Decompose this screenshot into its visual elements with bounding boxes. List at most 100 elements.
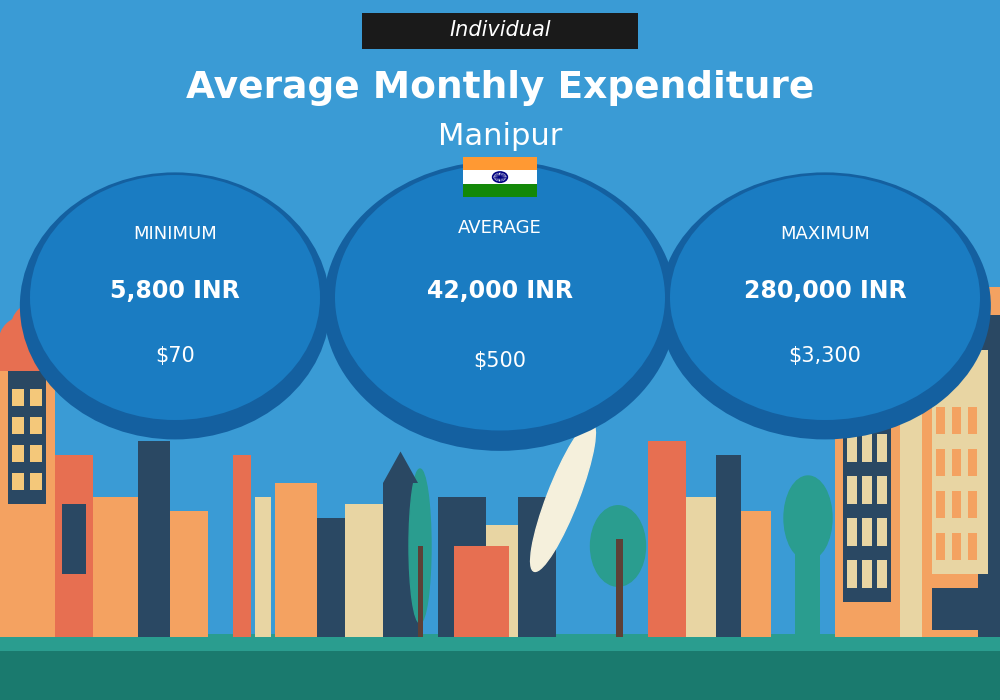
Ellipse shape bbox=[11, 302, 66, 354]
Ellipse shape bbox=[673, 321, 728, 371]
Bar bbox=[30, 473, 42, 490]
Bar bbox=[716, 455, 741, 637]
Bar bbox=[862, 476, 872, 504]
Bar bbox=[847, 476, 857, 504]
Bar bbox=[862, 518, 872, 546]
Ellipse shape bbox=[678, 304, 733, 355]
Ellipse shape bbox=[20, 172, 330, 440]
Bar bbox=[12, 473, 24, 490]
Bar bbox=[0, 371, 55, 637]
Ellipse shape bbox=[723, 298, 811, 368]
Ellipse shape bbox=[97, 316, 152, 368]
Text: 42,000 INR: 42,000 INR bbox=[427, 279, 573, 303]
Text: Manipur: Manipur bbox=[438, 122, 562, 151]
Ellipse shape bbox=[335, 164, 665, 430]
Bar bbox=[936, 449, 945, 476]
Bar bbox=[952, 533, 961, 560]
Ellipse shape bbox=[747, 282, 802, 332]
Bar bbox=[968, 449, 977, 476]
Bar bbox=[968, 533, 977, 560]
Bar bbox=[55, 455, 93, 637]
Bar bbox=[12, 389, 24, 406]
Ellipse shape bbox=[726, 260, 860, 355]
Bar bbox=[170, 511, 208, 637]
Bar bbox=[233, 455, 251, 637]
Bar bbox=[952, 491, 961, 518]
Bar bbox=[978, 315, 1000, 637]
Ellipse shape bbox=[728, 279, 782, 330]
Bar bbox=[463, 170, 537, 184]
Bar bbox=[936, 491, 945, 518]
Ellipse shape bbox=[764, 291, 819, 342]
Bar bbox=[418, 546, 423, 637]
Ellipse shape bbox=[409, 469, 431, 623]
Text: MAXIMUM: MAXIMUM bbox=[780, 225, 870, 243]
Bar bbox=[30, 389, 42, 406]
Ellipse shape bbox=[776, 302, 864, 370]
Ellipse shape bbox=[590, 505, 646, 587]
Bar bbox=[932, 588, 988, 630]
Bar bbox=[383, 483, 418, 637]
Bar bbox=[936, 533, 945, 560]
Text: 280,000 INR: 280,000 INR bbox=[744, 279, 906, 303]
Bar bbox=[454, 546, 509, 637]
Bar bbox=[847, 560, 857, 588]
Bar bbox=[835, 329, 900, 637]
Text: Individual: Individual bbox=[449, 20, 551, 40]
Bar bbox=[952, 407, 961, 434]
Bar bbox=[843, 357, 891, 602]
Bar bbox=[877, 476, 887, 504]
Bar bbox=[138, 441, 170, 637]
Bar bbox=[795, 483, 820, 637]
Bar bbox=[93, 497, 138, 637]
Ellipse shape bbox=[0, 316, 53, 368]
Bar bbox=[952, 449, 961, 476]
Ellipse shape bbox=[48, 288, 103, 341]
Ellipse shape bbox=[323, 161, 677, 451]
Ellipse shape bbox=[28, 292, 83, 344]
Ellipse shape bbox=[212, 309, 298, 377]
Bar bbox=[345, 504, 383, 637]
Bar bbox=[877, 518, 887, 546]
Bar bbox=[275, 483, 317, 637]
Text: Average Monthly Expenditure: Average Monthly Expenditure bbox=[186, 69, 814, 106]
Bar bbox=[932, 350, 988, 574]
Ellipse shape bbox=[67, 292, 122, 344]
Bar bbox=[877, 560, 887, 588]
Ellipse shape bbox=[777, 304, 832, 355]
Bar bbox=[518, 497, 556, 637]
Text: AVERAGE: AVERAGE bbox=[458, 219, 542, 237]
Bar bbox=[847, 518, 857, 546]
Ellipse shape bbox=[670, 175, 980, 420]
Bar bbox=[317, 518, 345, 637]
Bar bbox=[0, 634, 1000, 651]
Bar bbox=[862, 434, 872, 462]
Bar bbox=[862, 392, 872, 420]
Bar bbox=[847, 392, 857, 420]
Ellipse shape bbox=[708, 282, 763, 332]
Text: 5,800 INR: 5,800 INR bbox=[110, 279, 240, 303]
Bar bbox=[62, 504, 86, 574]
Bar bbox=[968, 491, 977, 518]
Ellipse shape bbox=[30, 175, 320, 420]
Ellipse shape bbox=[84, 302, 139, 354]
Text: $500: $500 bbox=[474, 351, 526, 371]
Bar bbox=[8, 371, 46, 504]
Bar bbox=[900, 385, 922, 637]
Polygon shape bbox=[383, 452, 418, 483]
Bar bbox=[463, 184, 537, 197]
Ellipse shape bbox=[784, 476, 832, 560]
Bar bbox=[862, 560, 872, 588]
Bar bbox=[686, 497, 716, 637]
Text: $3,300: $3,300 bbox=[789, 346, 861, 366]
Bar bbox=[616, 539, 623, 637]
Bar bbox=[648, 441, 686, 637]
FancyBboxPatch shape bbox=[362, 13, 638, 49]
Bar bbox=[936, 407, 945, 434]
Bar bbox=[486, 525, 518, 637]
Bar bbox=[877, 434, 887, 462]
Bar bbox=[922, 287, 1000, 637]
Bar bbox=[30, 444, 42, 462]
Bar bbox=[0, 637, 1000, 700]
Ellipse shape bbox=[691, 291, 746, 342]
